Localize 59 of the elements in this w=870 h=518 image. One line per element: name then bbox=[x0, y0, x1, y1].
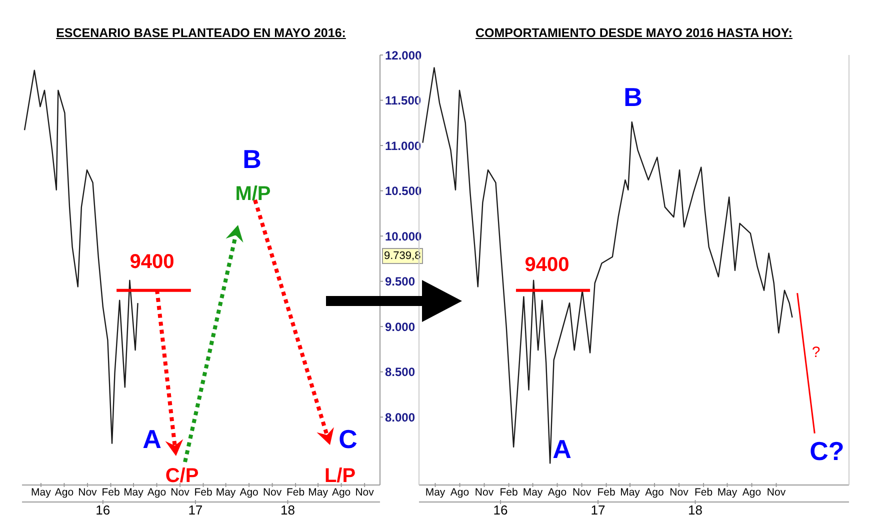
x-tick-label: Nov bbox=[170, 486, 190, 498]
annotation: M/P bbox=[234, 182, 272, 206]
x2-tick-label: 16 bbox=[96, 502, 110, 518]
y-tick-label: 8.500 bbox=[385, 365, 416, 380]
x2-tick-label: 16 bbox=[493, 502, 508, 518]
x2-tick-label: 18 bbox=[688, 502, 703, 518]
x-tick-label: Ago bbox=[742, 486, 762, 498]
x-tick-label: Feb bbox=[500, 486, 518, 498]
x-tick-label: Ago bbox=[240, 486, 259, 498]
annotation: C? bbox=[808, 436, 846, 468]
x2-tick-label: 18 bbox=[280, 502, 295, 518]
x-tick-label: Ago bbox=[332, 486, 351, 498]
x-tick-label: May bbox=[308, 486, 329, 498]
chart-title: ESCENARIO BASE PLANTEADO EN MAYO 2016: bbox=[55, 26, 347, 40]
y-tick-label: 9.000 bbox=[385, 320, 416, 334]
annotation: B bbox=[242, 144, 262, 176]
y-tick-label: 10.000 bbox=[385, 229, 422, 244]
x-tick-label: Ago bbox=[645, 486, 664, 498]
x-tick-label: Ago bbox=[450, 486, 470, 498]
x-tick-label: Nov bbox=[474, 486, 494, 498]
x-tick-label: Ago bbox=[147, 486, 166, 498]
x-tick-label: Nov bbox=[670, 486, 690, 498]
x-tick-label: Feb bbox=[194, 486, 212, 498]
x-tick-label: May bbox=[31, 486, 52, 498]
chart-title: COMPORTAMIENTO DESDE MAYO 2016 HASTA HOY: bbox=[474, 26, 794, 40]
y-tick-label: 11.000 bbox=[385, 138, 422, 153]
annotation: C/P bbox=[164, 464, 200, 488]
y-tick-label: 8.000 bbox=[385, 410, 416, 424]
y-tick-label: 10.500 bbox=[385, 184, 422, 198]
x-tick-label: May bbox=[425, 486, 446, 498]
x-tick-label: May bbox=[124, 486, 144, 498]
annotation: A bbox=[552, 434, 572, 466]
y-tick-label: 12.000 bbox=[385, 48, 422, 62]
x2-tick-label: 17 bbox=[188, 502, 203, 518]
y-tick-label: 11.500 bbox=[385, 94, 422, 108]
x-tick-label: Feb bbox=[694, 486, 713, 498]
x-tick-label: Ago bbox=[548, 486, 567, 498]
x-tick-label: Nov bbox=[572, 486, 592, 498]
annotation: B bbox=[622, 82, 644, 114]
annotation: C bbox=[338, 424, 358, 456]
annotation: 9400 bbox=[524, 253, 570, 277]
x-tick-label: Feb bbox=[597, 486, 616, 498]
annotation: 9400 bbox=[128, 250, 176, 274]
x-tick-label: Nov bbox=[766, 486, 786, 498]
x2-tick-label: 17 bbox=[590, 502, 606, 518]
x-tick-label: Feb bbox=[286, 486, 305, 498]
x-tick-label: May bbox=[717, 486, 738, 498]
annotation: ? bbox=[810, 344, 822, 362]
x-tick-label: May bbox=[216, 486, 236, 498]
x-tick-label: Nov bbox=[78, 486, 98, 498]
x-tick-label: May bbox=[522, 486, 544, 498]
x-tick-label: Feb bbox=[102, 486, 120, 498]
y-tick-label: 9.500 bbox=[385, 274, 416, 289]
annotation: A bbox=[142, 424, 162, 456]
x-tick-label: May bbox=[620, 486, 641, 498]
x-tick-label: Ago bbox=[54, 486, 74, 498]
x-tick-label: Nov bbox=[262, 486, 282, 498]
x-tick-label: Nov bbox=[355, 486, 375, 498]
annotation: L/P bbox=[323, 464, 357, 488]
